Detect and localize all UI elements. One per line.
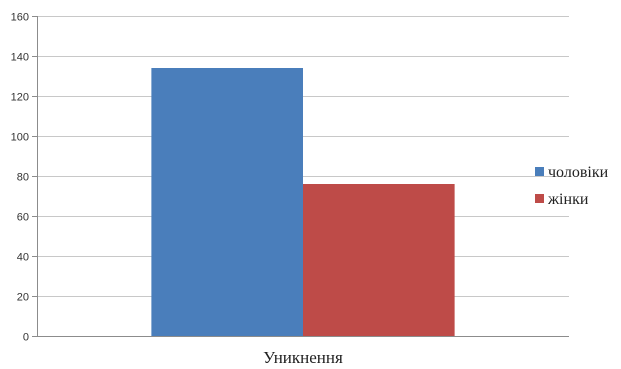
y-tick-label: 140 bbox=[11, 52, 29, 64]
y-tick-label: 40 bbox=[17, 252, 29, 264]
legend: чоловіки жінки bbox=[535, 164, 609, 208]
legend-swatch bbox=[535, 167, 544, 176]
bar-чоловіки bbox=[151, 68, 303, 336]
legend-label: жінки bbox=[547, 191, 589, 208]
x-axis: Уникнення bbox=[263, 348, 343, 367]
x-category-label: Уникнення bbox=[263, 348, 343, 367]
y-tick-label: 20 bbox=[17, 292, 29, 304]
y-tick-label: 120 bbox=[11, 92, 29, 104]
y-tick-label: 160 bbox=[11, 12, 29, 24]
y-axis: 0 20 40 60 80 100 120 140 160 bbox=[11, 12, 38, 344]
legend-swatch bbox=[535, 194, 544, 203]
y-tick-label: 100 bbox=[11, 132, 29, 144]
legend-label: чоловіки bbox=[548, 164, 609, 181]
y-tick-label: 80 bbox=[17, 172, 29, 184]
y-tick-label: 60 bbox=[17, 212, 29, 224]
bar-жінки bbox=[303, 184, 455, 336]
y-tick-label: 0 bbox=[23, 332, 29, 344]
bars bbox=[151, 68, 455, 336]
